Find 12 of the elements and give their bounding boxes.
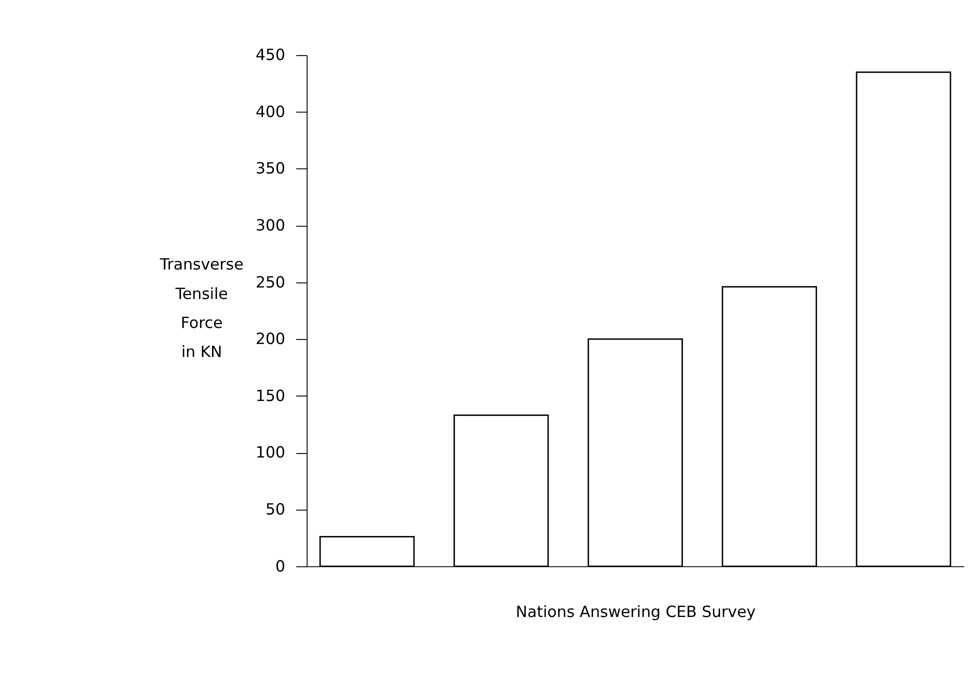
- y-tick-label: 350: [256, 160, 286, 178]
- y-tick-label: 450: [256, 46, 286, 64]
- y-axis-title: Transverse Tensile Force in KN: [158, 256, 244, 362]
- y-tick-label: 50: [266, 500, 286, 518]
- y-tick-label: 150: [256, 386, 286, 405]
- y-tick-label: 400: [256, 102, 286, 121]
- x-axis-title: Nations Answering CEB Survey: [516, 602, 756, 621]
- y-tick-label: 200: [256, 330, 286, 348]
- y-tick-label: 300: [256, 216, 286, 235]
- y-tick-label: 0: [275, 557, 286, 576]
- y-tick-label: 250: [256, 273, 286, 292]
- y-tick-label: 100: [256, 444, 286, 462]
